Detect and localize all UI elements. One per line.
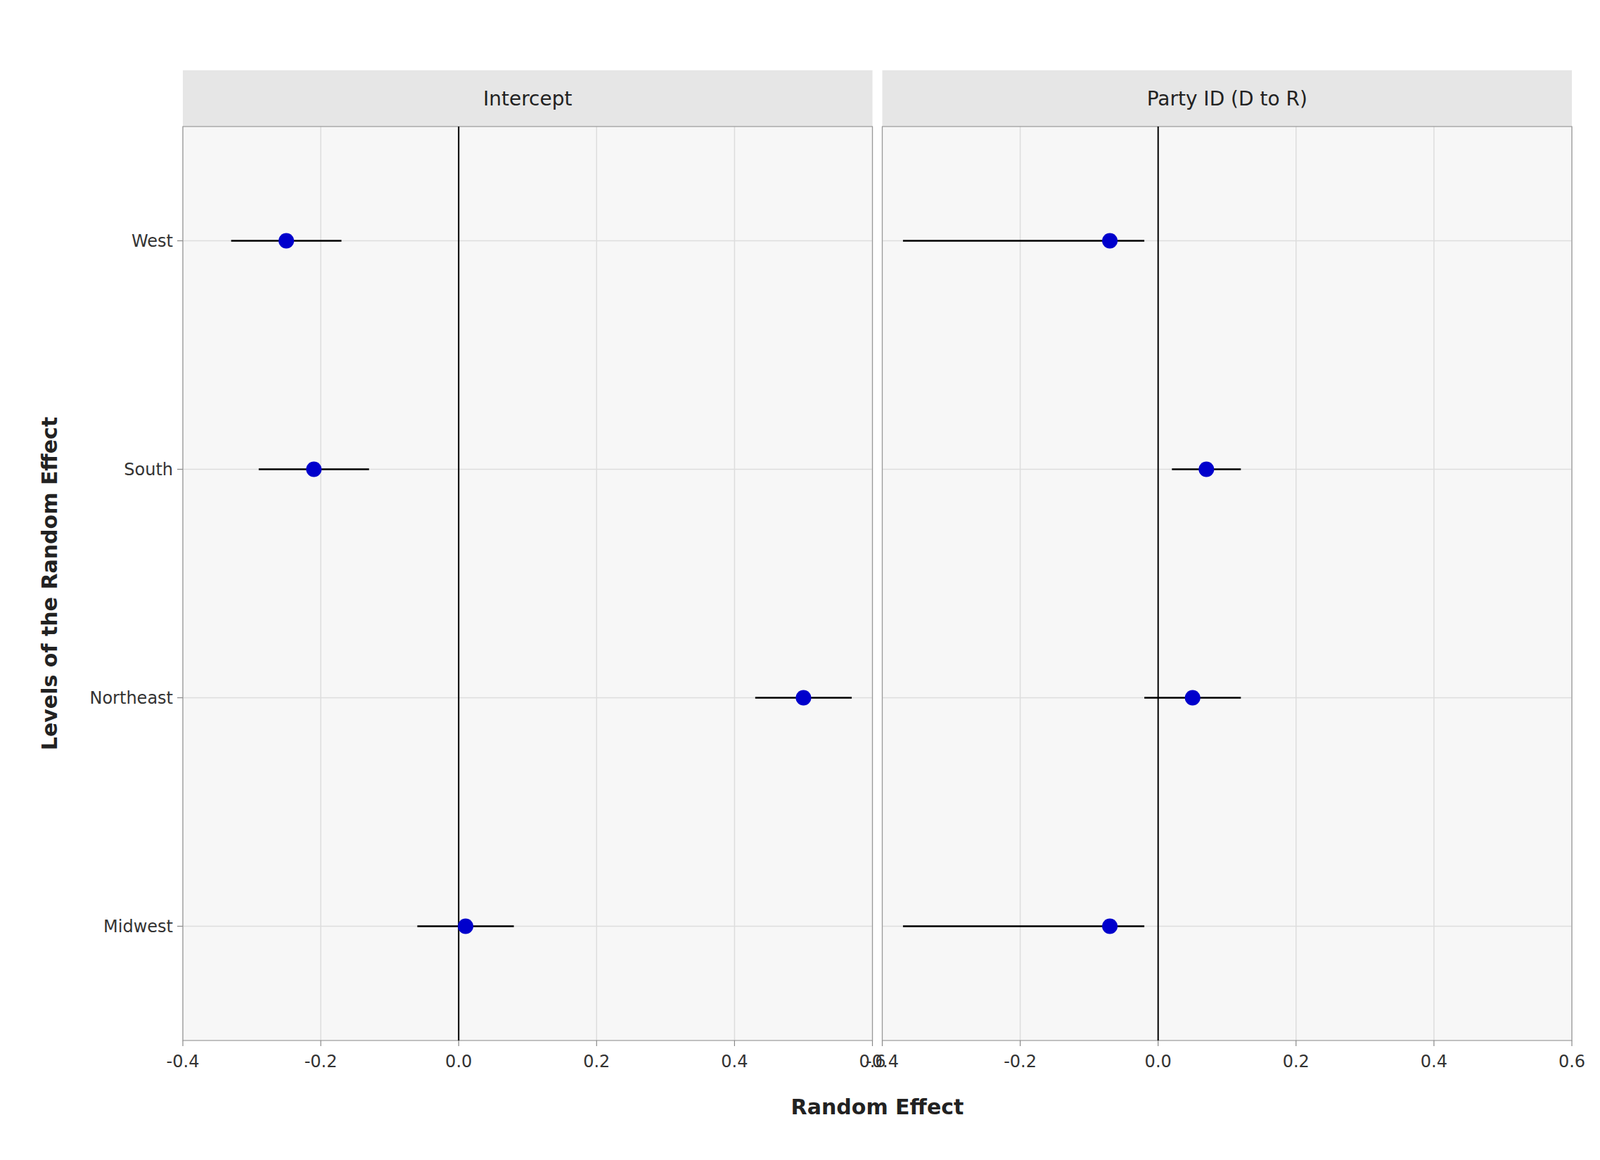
y-tick xyxy=(177,926,183,927)
grid-line-y xyxy=(182,926,873,928)
plot-background xyxy=(882,126,1573,1041)
x-tick-label: 0.4 xyxy=(1420,1052,1448,1072)
y-tick xyxy=(177,697,183,699)
y-tick-label: West xyxy=(131,231,174,252)
dot xyxy=(1198,462,1214,478)
dot xyxy=(1102,233,1118,249)
grid-line-y xyxy=(182,469,873,471)
marks xyxy=(231,126,852,1041)
chart: Intercept -0.4 -0.2 0.0 0.2 0.4 0.6 West South No… xyxy=(0,0,1600,1160)
x-tick-label: -0.4 xyxy=(865,1052,899,1072)
grid-line-y xyxy=(882,926,1573,928)
grid-line-y xyxy=(882,697,1573,700)
reference-line xyxy=(1157,126,1160,1041)
panel-header xyxy=(182,70,873,127)
panel-header xyxy=(882,70,1573,127)
plot-background xyxy=(182,126,873,1041)
panel-title: Party ID (D to R) xyxy=(1147,87,1308,111)
grid-line-x xyxy=(1157,126,1160,1041)
y-tick-label: Northeast xyxy=(89,688,174,709)
x-axis-label: Random Effect xyxy=(791,1095,965,1120)
dot xyxy=(1102,919,1118,935)
x-tick xyxy=(1433,1040,1435,1047)
x-tick xyxy=(596,1040,598,1047)
grid-line-x xyxy=(1295,126,1297,1041)
grid-line-x xyxy=(1019,126,1022,1041)
dot xyxy=(457,919,474,935)
x-tick xyxy=(320,1040,322,1047)
x-tick xyxy=(1571,1040,1572,1047)
grid-line-y xyxy=(882,469,1573,471)
dot xyxy=(305,462,322,478)
y-axis-label: Levels of the Random Effect xyxy=(37,417,62,751)
grid-line-y xyxy=(182,697,873,700)
x-tick xyxy=(182,1040,183,1047)
x-tick xyxy=(458,1040,460,1047)
x-tick-label: -0.2 xyxy=(1003,1052,1037,1072)
panel: Intercept-0.4-0.20.00.20.40.6WestSouthNo… xyxy=(89,70,886,1072)
panel: Party ID (D to R) -0.4 -0.2 0.0 0.2 0.4 0.6 xyxy=(865,70,1586,1072)
x-tick-label: 0.0 xyxy=(445,1052,472,1072)
grid-line-x xyxy=(1433,126,1435,1041)
x-tick xyxy=(872,1040,873,1047)
marks xyxy=(903,126,1241,1041)
y-tick-label: Midwest xyxy=(103,917,174,937)
x-tick-label: 0.2 xyxy=(1282,1052,1310,1072)
y-tick xyxy=(177,240,183,242)
dot xyxy=(278,233,294,249)
x-tick xyxy=(1019,1040,1021,1047)
grid-line-x xyxy=(457,126,460,1041)
grid-line-x xyxy=(596,126,598,1041)
x-tick xyxy=(1295,1040,1297,1047)
dot xyxy=(1185,690,1201,707)
x-tick-label: 0.4 xyxy=(720,1052,748,1072)
x-tick-label: 0.0 xyxy=(1144,1052,1172,1072)
plot-frame xyxy=(182,126,873,1041)
y-tick-label: South xyxy=(123,459,174,480)
y-tick xyxy=(177,469,183,470)
x-tick-label: -0.2 xyxy=(304,1052,338,1072)
x-tick xyxy=(881,1040,883,1047)
grid-line-x xyxy=(734,126,736,1041)
reference-line xyxy=(457,126,460,1041)
grid-line-y xyxy=(882,240,1573,242)
dot xyxy=(795,690,811,707)
panel-title: Intercept xyxy=(483,87,573,111)
grid-line-x xyxy=(320,126,322,1041)
x-tick-label: -0.4 xyxy=(166,1052,200,1072)
x-tick-label: 0.2 xyxy=(583,1052,610,1072)
x-tick xyxy=(734,1040,735,1047)
x-tick-label: 0.6 xyxy=(1558,1052,1586,1072)
x-tick xyxy=(1157,1040,1159,1047)
plot-frame xyxy=(882,126,1573,1041)
